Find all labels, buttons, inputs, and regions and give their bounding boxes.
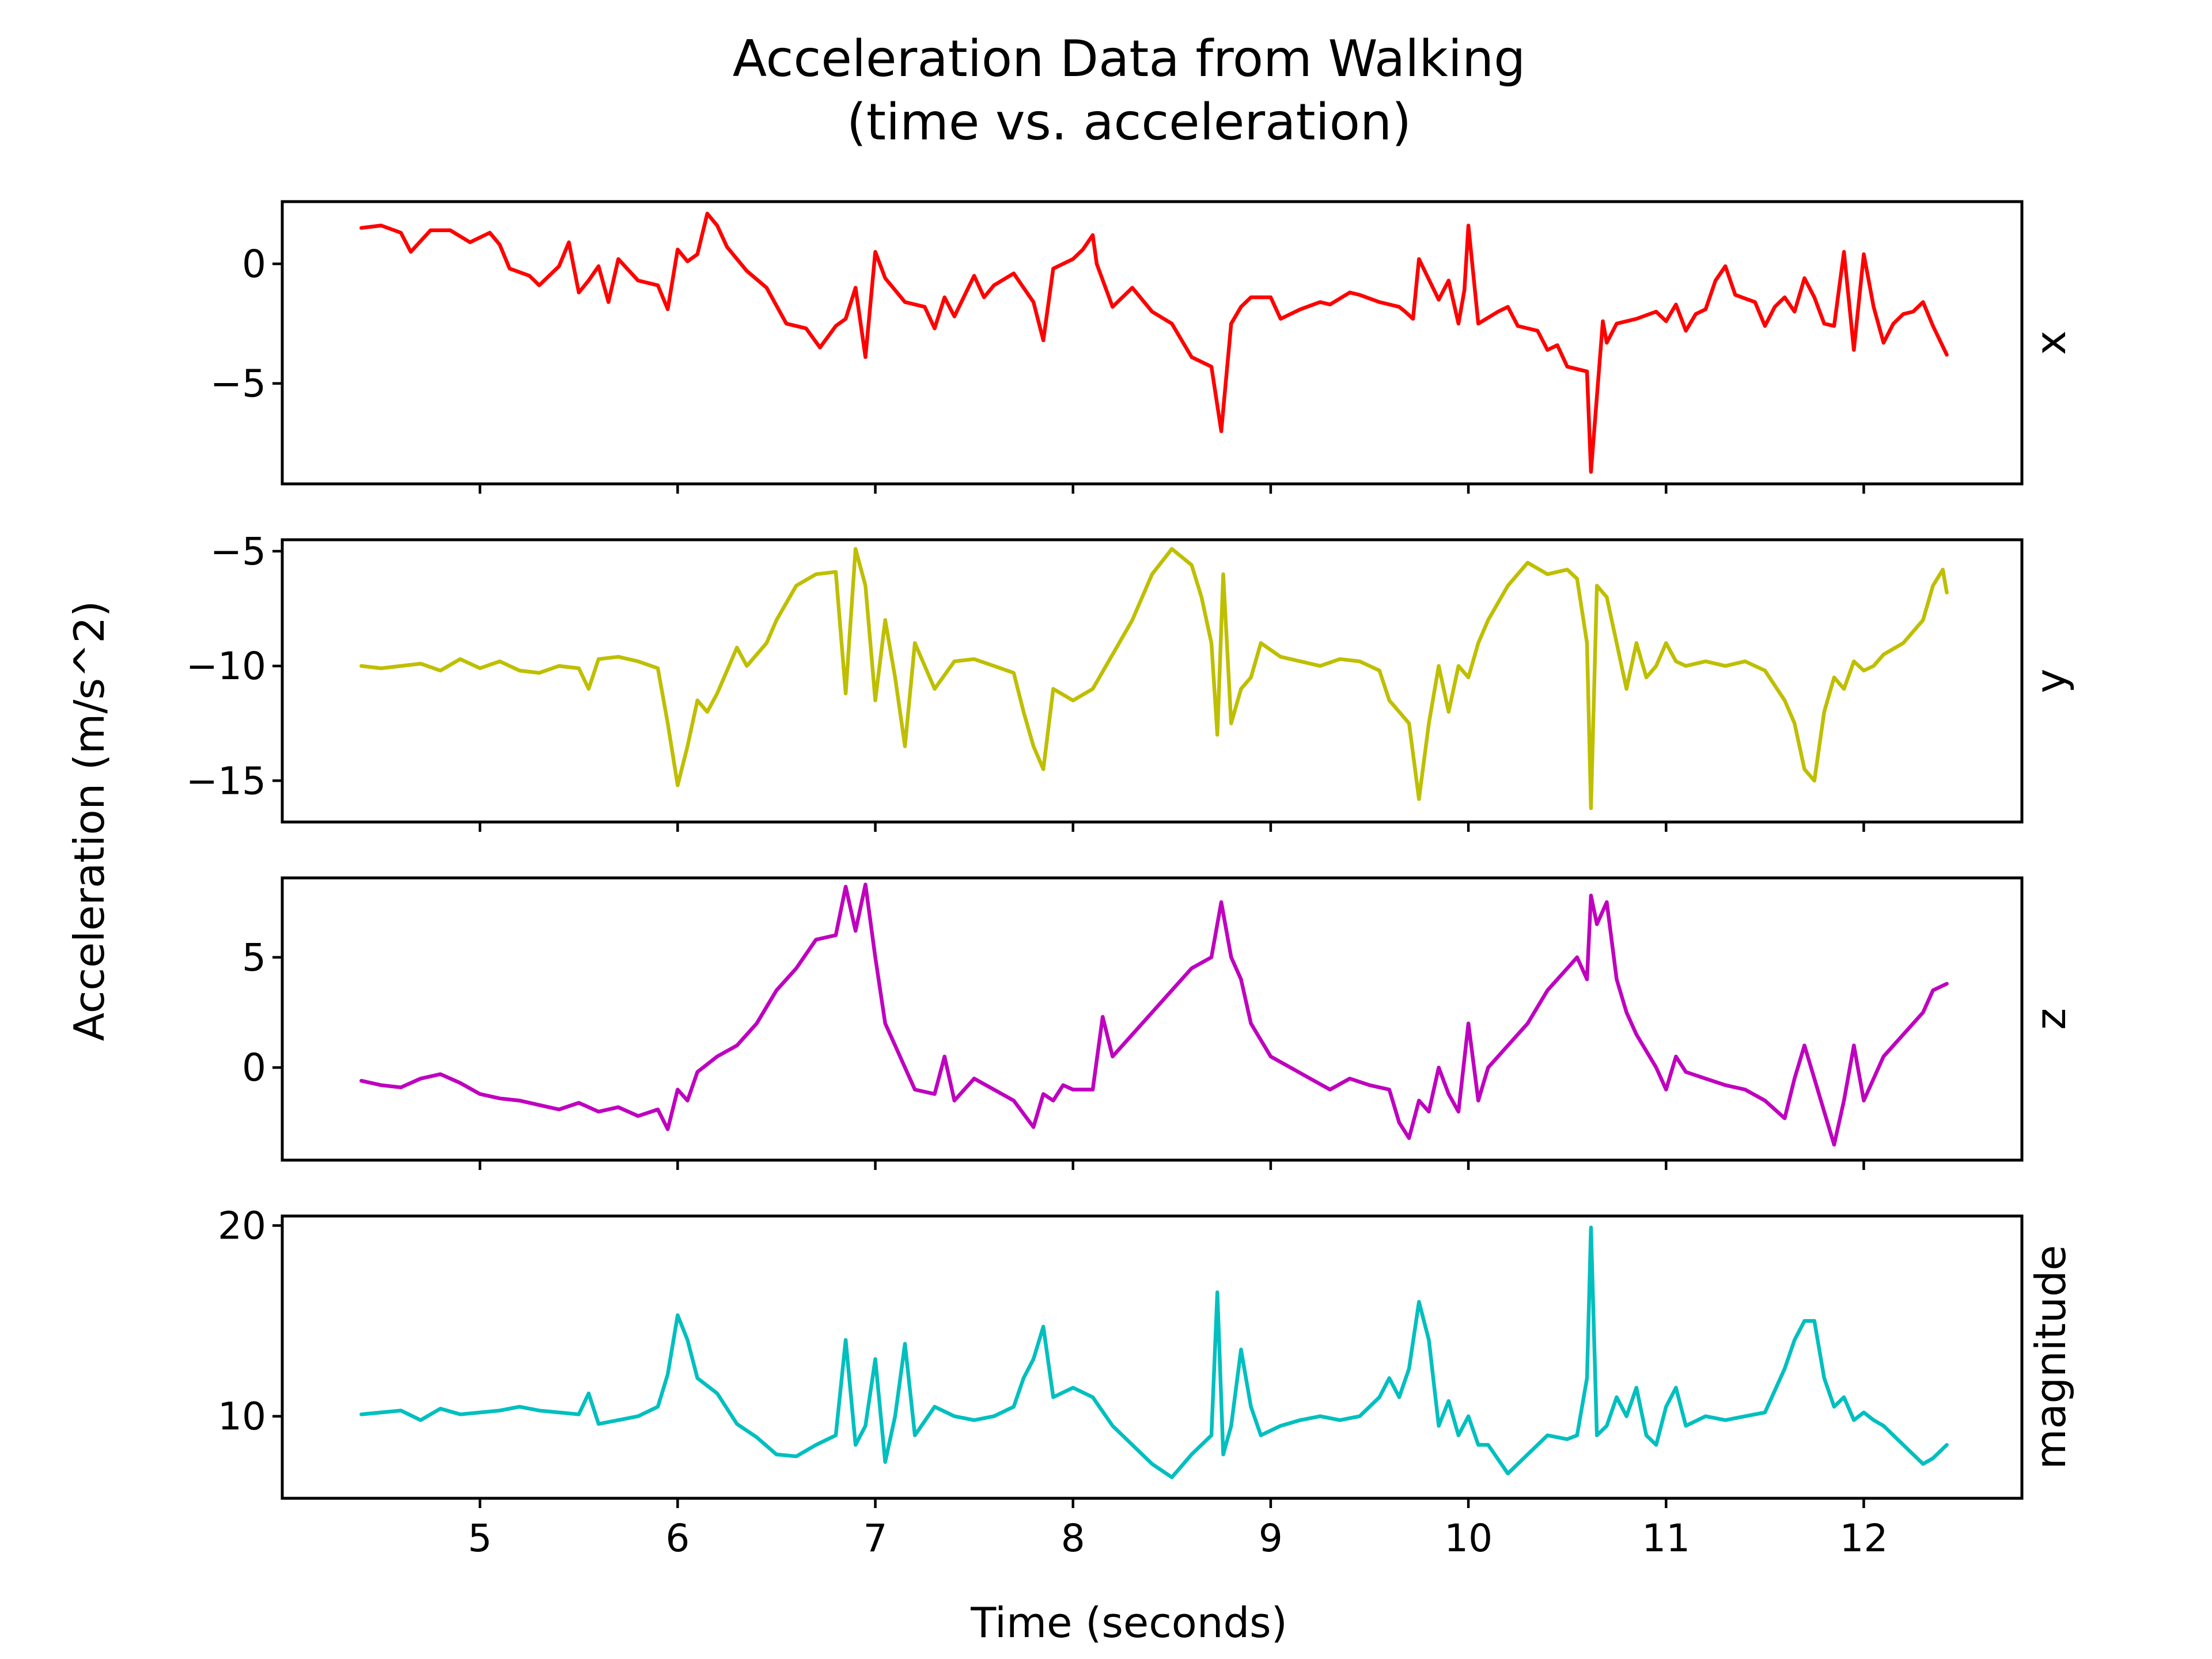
y-tick-label-y: −15 <box>186 759 266 803</box>
y-tick-label-y: −5 <box>210 529 266 574</box>
y-tick-label-magnitude: 20 <box>218 1204 266 1248</box>
y-tick-label-z: 0 <box>242 1046 266 1090</box>
panel-frame-y <box>281 538 2024 824</box>
chart-title: Acceleration Data from Walking <box>733 29 1526 88</box>
y-tick-label-magnitude: 10 <box>218 1395 266 1439</box>
panel-y: −5 −10 −15 y <box>186 529 2075 832</box>
series-line-x <box>359 211 1949 474</box>
x-tick-label: 5 <box>468 1516 492 1560</box>
x-tick-label: 7 <box>863 1516 888 1560</box>
x-tick-label: 12 <box>1839 1516 1888 1560</box>
y-tick-label-z: 5 <box>242 935 266 980</box>
x-tick-label: 10 <box>1444 1516 1493 1560</box>
series-line-z <box>359 882 1949 1147</box>
panel-x: 0 −5 x <box>210 200 2075 494</box>
y-tick-label-x: −5 <box>210 362 266 406</box>
series-line-y <box>359 547 1949 810</box>
panel-frame-magnitude <box>281 1214 2024 1500</box>
y-tick-label-y: −10 <box>186 644 266 688</box>
subplot-panels: 0 −5 x −5 −10 −15 y 5 0 z 20 10 5 6 7 8 9 10 11 12 magnitude <box>186 200 2075 1560</box>
x-tick-label: 8 <box>1061 1516 1085 1560</box>
series-label-magnitude: magnitude <box>2027 1245 2075 1469</box>
series-label-z: z <box>2027 1008 2075 1030</box>
x-tick-label: 6 <box>665 1516 690 1560</box>
series-line-magnitude <box>359 1225 1949 1479</box>
y-axis-label: Acceleration (m/s^2) <box>65 601 113 1041</box>
chart-subtitle: (time vs. acceleration) <box>847 93 1411 151</box>
panel-frame-x <box>281 200 2024 486</box>
panel-magnitude: 20 10 5 6 7 8 9 10 11 12 magnitude <box>218 1204 2075 1560</box>
x-tick-label: 9 <box>1259 1516 1283 1560</box>
panel-z: 5 0 z <box>242 876 2075 1170</box>
x-axis-label: Time (seconds) <box>970 1599 1287 1647</box>
series-label-y: y <box>2027 669 2075 694</box>
panel-frame-z <box>281 876 2024 1162</box>
x-tick-label: 11 <box>1642 1516 1690 1560</box>
y-tick-label-x: 0 <box>242 242 266 286</box>
series-label-x: x <box>2027 331 2075 355</box>
